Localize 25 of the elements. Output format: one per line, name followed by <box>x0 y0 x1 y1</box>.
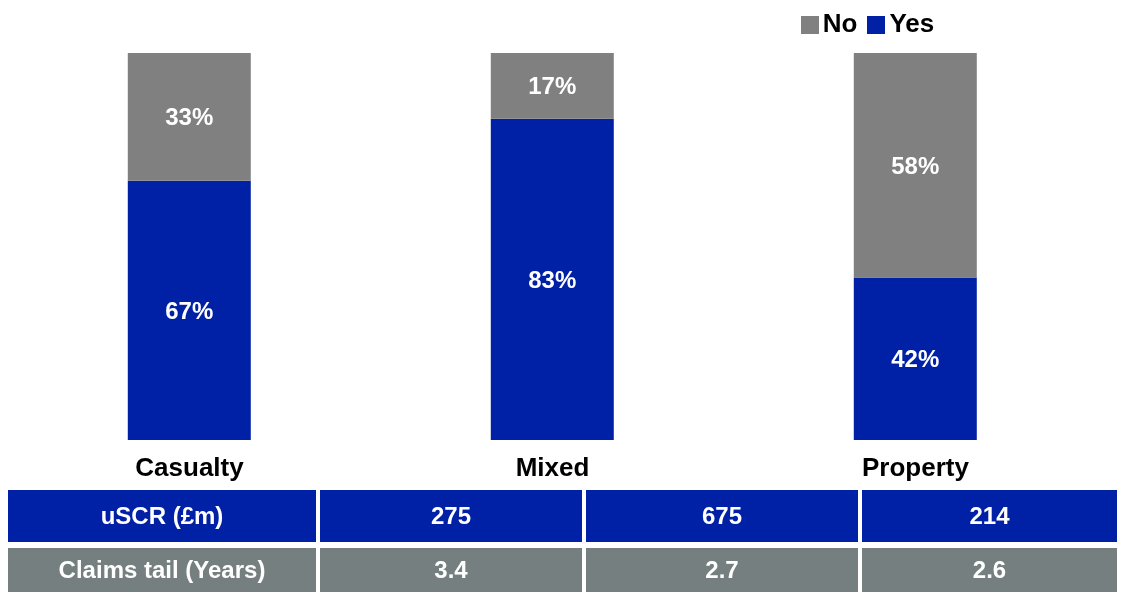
x-tick-label: Property <box>862 452 970 483</box>
text: 2.6 <box>862 548 1117 592</box>
bar <box>127 53 251 181</box>
legend-label: No <box>822 8 858 38</box>
text: 214 <box>862 490 1117 542</box>
text: Claims tail (Years) <box>8 548 316 592</box>
x-tick-label: Casualty <box>135 452 245 483</box>
bar <box>853 53 977 278</box>
text: 675 <box>586 490 858 542</box>
text: 3.4 <box>320 548 582 592</box>
data-label: 17% <box>528 72 577 100</box>
data-label: 42% <box>891 345 940 373</box>
data-label: 83% <box>528 265 577 293</box>
x-tick-label: Mixed <box>515 452 590 483</box>
text: 2.7 <box>586 548 858 592</box>
bar <box>127 180 251 440</box>
data-label: 33% <box>165 103 214 131</box>
bar <box>490 118 614 440</box>
data-label: 58% <box>891 151 940 179</box>
legend-label: Yes <box>889 8 935 38</box>
bar <box>853 277 977 440</box>
data-label: 67% <box>165 296 214 324</box>
bar <box>490 53 614 119</box>
text: 275 <box>320 490 582 542</box>
text: uSCR (£m) <box>8 490 316 542</box>
